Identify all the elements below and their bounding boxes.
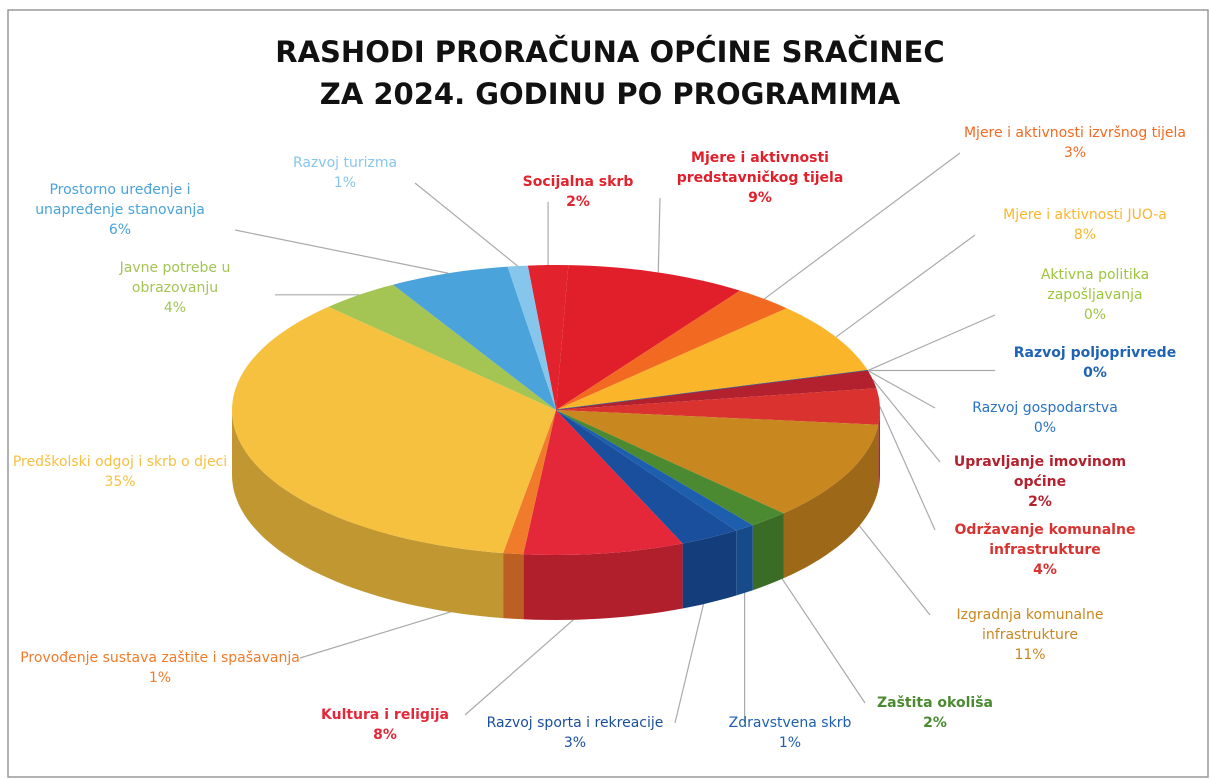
slice-side: [752, 513, 784, 591]
chart-title: ZA 2024. GODINU PO PROGRAMIMA: [320, 77, 901, 111]
value-label: 2%: [923, 715, 947, 731]
leader-line: [867, 369, 936, 409]
leader-line: [872, 378, 941, 463]
slice-label: Izgradnja komunalne infrastrukture 11%: [930, 605, 1130, 665]
slice-label: Kultura i religija 8%: [305, 705, 465, 745]
category-label: Razvoj poljoprivrede: [1013, 345, 1177, 361]
slice-label: Provođenje sustava zaštite i spašavanja 1…: [20, 648, 300, 688]
category-label: Mjere i aktivnosti izvršnog tijela: [963, 125, 1187, 141]
category-label: Socijalna skrb: [522, 174, 634, 190]
slice-side: [783, 424, 879, 579]
frame: [7, 9, 1209, 778]
value-label: 1%: [148, 670, 172, 686]
slice-label: Održavanje komunalne infrastrukture 4%: [935, 520, 1155, 580]
value-label: 6%: [108, 222, 132, 238]
slice-label: Zaštita okoliša 2%: [865, 693, 1005, 733]
slice-side: [523, 543, 683, 620]
slice-side: [682, 530, 737, 609]
category-label: Predškolski odgoj i skrb o djeci: [12, 454, 228, 470]
slice: [556, 410, 737, 544]
slice-label: Mjere i aktivnosti JUO-a 8%: [975, 205, 1195, 245]
category-label: Zdravstvena skrb: [728, 715, 852, 731]
value-label: 0%: [1083, 307, 1107, 323]
leader-line: [835, 234, 976, 338]
value-label: 9%: [748, 190, 772, 206]
category-label: Provođenje sustava zaštite i spašavanja: [20, 650, 300, 666]
slice-label: Aktivna politika zapošljavanja 0%: [995, 265, 1195, 325]
slice: [527, 265, 569, 410]
slice: [556, 410, 879, 514]
category-label: Upravljanje imovinom općine: [953, 454, 1127, 490]
value-label: 2%: [566, 194, 590, 210]
slice-label: Zdravstvena skrb 1%: [710, 713, 870, 753]
slice-label: Razvoj turizma 1%: [275, 153, 415, 193]
slice-side: [503, 553, 524, 620]
leader-line: [234, 229, 449, 274]
slice: [503, 410, 556, 555]
slice: [393, 266, 556, 410]
leader-line: [657, 197, 661, 273]
slice: [556, 308, 868, 410]
slice: [556, 265, 740, 410]
slice: [507, 265, 556, 410]
slice-label: Predškolski odgoj i skrb o djeci 35%: [5, 452, 235, 492]
slice: [523, 410, 683, 555]
category-label: Održavanje komunalne infrastrukture: [954, 522, 1136, 558]
leader-line: [879, 406, 936, 531]
category-label: Kultura i religija: [321, 707, 449, 723]
category-label: Prostorno uređenje i unapređenje stanova…: [35, 182, 205, 218]
slice: [556, 290, 787, 410]
leader-line: [867, 314, 996, 372]
category-label: Izgradnja komunalne infrastrukture: [956, 607, 1104, 643]
slice: [556, 410, 753, 531]
value-label: 8%: [373, 727, 397, 743]
slice-label: Mjere i aktivnosti predstavničkog tijela…: [660, 148, 860, 208]
category-label: Aktivna politika zapošljavanja: [1040, 267, 1150, 303]
slice: [556, 370, 877, 410]
value-label: 4%: [163, 300, 187, 316]
slice-label: Upravljanje imovinom općine 2%: [940, 452, 1140, 512]
value-label: 0%: [1033, 420, 1057, 436]
value-label: 2%: [1028, 494, 1052, 510]
category-label: Mjere i aktivnosti JUO-a: [1003, 207, 1167, 223]
value-label: 1%: [778, 735, 802, 751]
slice-label: Razvoj gospodarstva 0%: [935, 398, 1155, 438]
category-label: Razvoj sporta i rekreacije: [486, 715, 664, 731]
category-label: Zaštita okoliša: [877, 695, 993, 711]
value-label: 1%: [333, 175, 357, 191]
category-label: Javne potrebe u obrazovanju: [119, 260, 231, 296]
category-label: Razvoj turizma: [292, 155, 398, 171]
slice-side: [736, 525, 753, 596]
category-label: Razvoj gospodarstva: [972, 400, 1118, 416]
slice-side: [878, 410, 880, 490]
leader-line: [847, 511, 931, 616]
value-label: 35%: [104, 474, 136, 490]
slice-label: Socijalna skrb 2%: [498, 172, 658, 212]
category-label: Mjere i aktivnosti predstavničkog tijela: [676, 150, 844, 186]
slice-label: Razvoj poljoprivrede 0%: [995, 343, 1195, 383]
leader-line: [768, 558, 866, 704]
slice-side: [232, 410, 504, 619]
slice-label: Prostorno uređenje i unapređenje stanova…: [5, 180, 235, 240]
value-label: 0%: [1083, 365, 1107, 381]
value-label: 4%: [1033, 562, 1057, 578]
value-label: 11%: [1014, 647, 1046, 663]
slice: [556, 410, 784, 526]
slice: [328, 284, 556, 410]
value-label: 3%: [563, 735, 587, 751]
slice: [232, 306, 556, 554]
leader-line: [763, 152, 961, 300]
slice-label: Razvoj sporta i rekreacije 3%: [475, 713, 675, 753]
value-label: 3%: [1063, 145, 1087, 161]
value-label: 8%: [1073, 227, 1097, 243]
chart-title: RASHODI PRORAČUNA OPĆINE SRAČINEC: [275, 35, 944, 69]
slice-label: Mjere i aktivnosti izvršnog tijela 3%: [960, 123, 1190, 163]
leader-line: [414, 182, 519, 267]
slice: [556, 388, 880, 425]
slice-label: Javne potrebe u obrazovanju 4%: [75, 258, 275, 318]
